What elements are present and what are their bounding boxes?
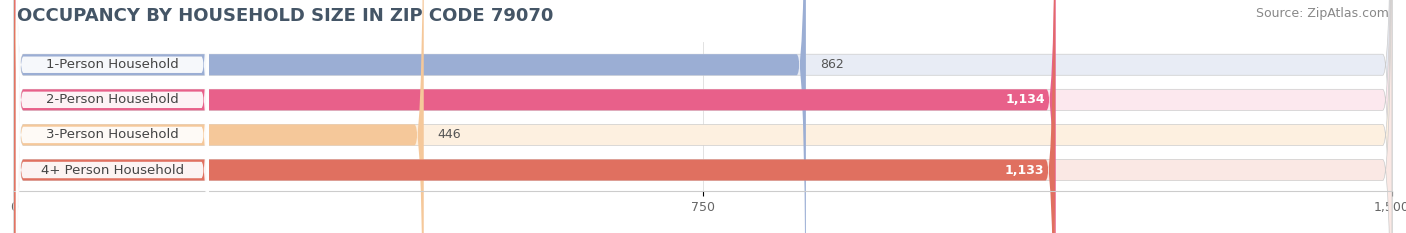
FancyBboxPatch shape (15, 0, 209, 233)
FancyBboxPatch shape (14, 0, 806, 233)
Text: 1-Person Household: 1-Person Household (46, 58, 179, 71)
Text: 3-Person Household: 3-Person Household (46, 128, 179, 141)
FancyBboxPatch shape (14, 0, 1056, 233)
FancyBboxPatch shape (15, 0, 209, 233)
FancyBboxPatch shape (14, 0, 1392, 233)
Text: Source: ZipAtlas.com: Source: ZipAtlas.com (1256, 7, 1389, 20)
FancyBboxPatch shape (14, 0, 1392, 233)
Text: 446: 446 (437, 128, 461, 141)
FancyBboxPatch shape (14, 0, 423, 233)
FancyBboxPatch shape (14, 0, 1392, 233)
FancyBboxPatch shape (14, 0, 1054, 233)
FancyBboxPatch shape (15, 0, 209, 233)
FancyBboxPatch shape (14, 0, 1392, 233)
Text: OCCUPANCY BY HOUSEHOLD SIZE IN ZIP CODE 79070: OCCUPANCY BY HOUSEHOLD SIZE IN ZIP CODE … (17, 7, 553, 25)
Text: 1,134: 1,134 (1005, 93, 1045, 106)
Text: 862: 862 (820, 58, 844, 71)
Text: 1,133: 1,133 (1004, 164, 1043, 177)
Text: 2-Person Household: 2-Person Household (46, 93, 179, 106)
Text: 4+ Person Household: 4+ Person Household (41, 164, 184, 177)
FancyBboxPatch shape (15, 0, 209, 233)
